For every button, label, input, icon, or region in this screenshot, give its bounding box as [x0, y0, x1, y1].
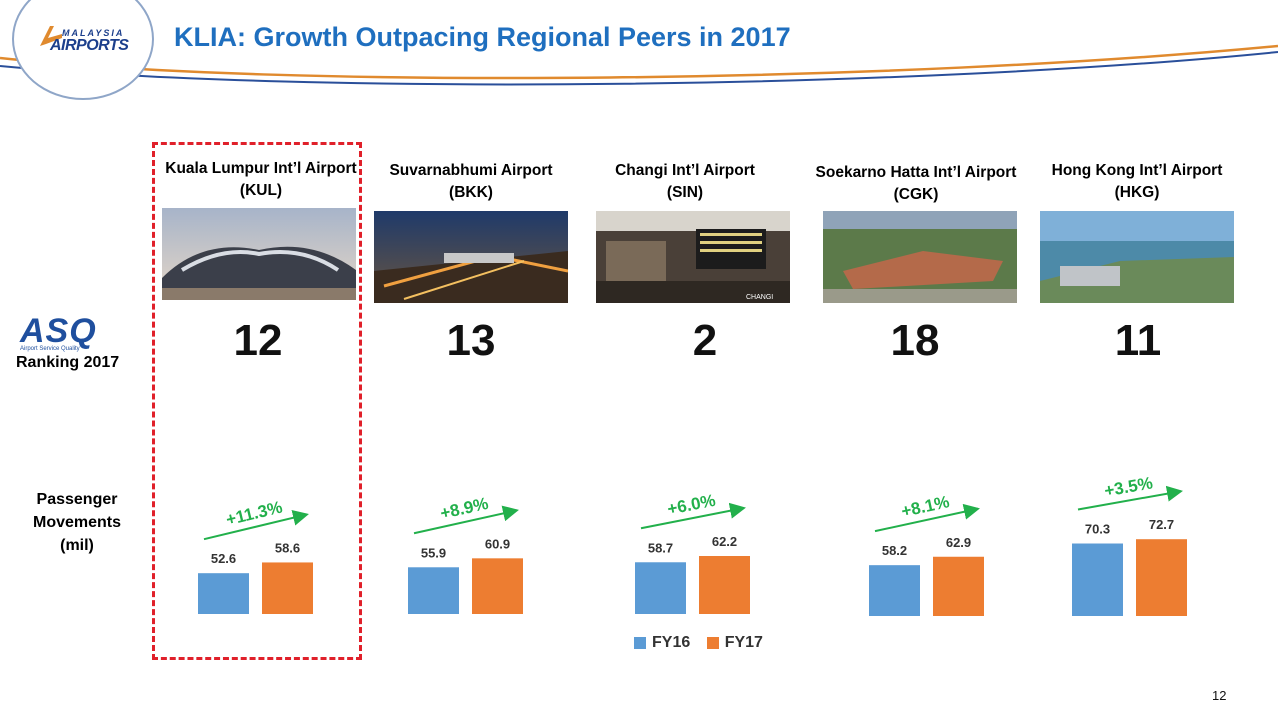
sin-photo-caption: CHANGI — [746, 294, 773, 301]
asq-logo: ASQ Airport Service Quality — [20, 312, 116, 352]
bar-cgk-fy17 — [933, 556, 984, 616]
legend-item-fy16: FY16 — [634, 634, 690, 652]
airport-name-text: Kuala Lumpur Int’l Airport — [165, 160, 357, 177]
airport-name-text: Changi Int’l Airport — [615, 162, 755, 179]
passenger-movements-caption: Passenger Movements (mil) — [14, 488, 140, 557]
bar-value-label: 62.9 — [946, 535, 971, 550]
bar-value-label: 60.9 — [485, 536, 510, 551]
growth-arrow — [1077, 485, 1183, 511]
rank-cgk: 18 — [890, 316, 940, 365]
growth-arrow — [413, 505, 519, 535]
legend-label-fy17: FY17 — [724, 634, 763, 651]
airport-code: (SIN) — [666, 184, 704, 201]
logo-text-bottom: AIRPORTS — [50, 37, 129, 54]
airport-code: (HKG) — [1114, 184, 1160, 201]
airport-name-hkg: Hong Kong Int’l Airport (HKG) — [1017, 160, 1257, 204]
bar-bkk-fy16 — [408, 567, 459, 614]
bar-sin-fy17 — [699, 556, 750, 614]
logo-text-top: MALAYSIA — [62, 28, 125, 38]
bar-value-label: 62.2 — [712, 534, 737, 549]
airport-code: (CGK) — [893, 186, 939, 203]
growth-arrow — [874, 503, 980, 533]
legend-swatch-fy16 — [634, 637, 646, 649]
bar-value-label: 58.2 — [882, 543, 907, 558]
page-title: KLIA: Growth Outpacing Regional Peers in… — [174, 22, 791, 52]
chart-legend: FY16 FY17 — [634, 634, 775, 654]
rank-bkk: 13 — [446, 316, 496, 365]
bar-cgk-fy16 — [869, 565, 920, 616]
rank-kul: 12 — [233, 316, 283, 365]
pax-caption-line: Passenger — [36, 491, 118, 508]
asq-ranking-caption: Ranking 2017 — [16, 354, 120, 371]
airport-code: (KUL) — [239, 182, 283, 199]
kul-highlight-box — [152, 142, 362, 660]
legend-item-fy17: FY17 — [706, 634, 763, 652]
legend-label-fy16: FY16 — [652, 634, 691, 651]
bar-value-label: 70.3 — [1085, 522, 1110, 537]
bar-kul-fy16 — [198, 573, 249, 614]
rank-sin: 2 — [692, 316, 718, 365]
bar-value-label: 58.7 — [648, 540, 673, 555]
bar-value-label: 52.6 — [211, 551, 236, 566]
airport-name-text: Soekarno Hatta Int’l Airport — [815, 164, 1017, 181]
airport-name-text: Suvarnabhumi Airport — [389, 162, 553, 179]
airport-name-bkk: Suvarnabhumi Airport (BKK) — [351, 160, 591, 204]
growth-arrow — [203, 509, 309, 541]
bar-value-label: 72.7 — [1149, 517, 1174, 532]
bkk-airport-photo — [374, 211, 568, 303]
header-swoosh — [0, 44, 1278, 86]
airport-name-text: Hong Kong Int’l Airport — [1051, 162, 1223, 179]
airport-name-kul: Kuala Lumpur Int’l Airport (KUL) — [141, 158, 381, 202]
airport-code: (BKK) — [449, 184, 493, 201]
hkg-airport-photo — [1040, 211, 1234, 303]
pax-caption-line: (mil) — [60, 537, 94, 554]
page-number: 12 — [1212, 688, 1227, 703]
rank-hkg: 11 — [1114, 316, 1162, 365]
growth-label: +11.3% — [224, 498, 284, 530]
bar-value-label: 58.6 — [275, 540, 300, 555]
logo-plane-icon — [40, 26, 62, 46]
asq-logo-word: ASQ — [20, 312, 97, 350]
bar-hkg-fy16 — [1072, 543, 1123, 616]
airport-name-sin: Changi Int’l Airport (SIN) — [565, 160, 805, 204]
bar-kul-fy17 — [262, 562, 313, 614]
cgk-airport-photo — [823, 211, 1017, 303]
asq-logo-subtitle: Airport Service Quality — [20, 346, 80, 352]
sin-airport-photo: CHANGI — [596, 211, 790, 303]
airport-name-cgk: Soekarno Hatta Int’l Airport (CGK) — [796, 162, 1036, 206]
bar-sin-fy16 — [635, 562, 686, 614]
bar-bkk-fy17 — [472, 558, 523, 614]
pax-caption-line: Movements — [32, 514, 122, 531]
legend-swatch-fy17 — [706, 637, 719, 649]
growth-arrow — [640, 502, 746, 530]
bar-value-label: 55.9 — [421, 545, 446, 560]
bar-hkg-fy17 — [1136, 539, 1187, 616]
kul-airport-photo — [162, 208, 356, 300]
